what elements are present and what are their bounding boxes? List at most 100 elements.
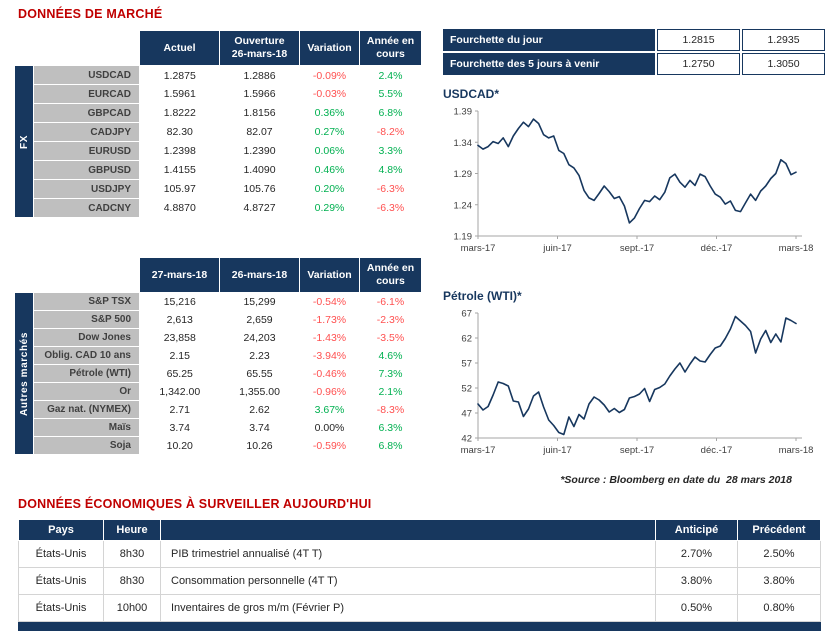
- table-footer-bar: [18, 621, 821, 631]
- range-table-body: Fourchette du jour 1.2815 1.2935 Fourchette…: [443, 29, 825, 75]
- day2-value: 65.55: [219, 364, 300, 383]
- anticipated-cell: 3.80%: [655, 567, 738, 595]
- econ-header-country: Pays: [18, 519, 104, 541]
- y-tick-label: 1.39: [454, 107, 473, 118]
- row-label: Oblig. CAD 10 ans: [33, 346, 140, 366]
- country-cell: États-Unis: [18, 567, 104, 595]
- ytd-value: -8.2%: [359, 122, 422, 142]
- ytd-value: -2.3%: [359, 310, 422, 329]
- wti-chart-title: Pétrole (WTI)*: [443, 289, 522, 303]
- variation-value: -0.54%: [299, 292, 360, 311]
- table-row: Fourchette du jour 1.2815 1.2935: [443, 29, 825, 51]
- x-tick-label: mars-18: [779, 243, 814, 254]
- event-cell: Inventaires de gros m/m (Février P): [160, 594, 656, 622]
- table-row: GBPUSD 1.4155 1.4090 0.46% 4.8%: [15, 160, 422, 181]
- y-tick-label: 1.24: [454, 200, 473, 211]
- markets-header-ytd: Année en cours: [359, 256, 422, 294]
- anticipated-cell: 0.50%: [655, 594, 738, 622]
- row-label: USDCAD: [33, 65, 140, 86]
- table-row: EURCAD 1.5961 1.5966 -0.03% 5.5%: [15, 84, 422, 105]
- variation-value: 0.36%: [299, 103, 360, 123]
- econ-table-footer: [18, 621, 821, 631]
- table-row: Or 1,342.00 1,355.00 -0.96% 2.1%: [15, 382, 422, 402]
- current-value: 1.5961: [139, 84, 220, 104]
- row-label: EURUSD: [33, 141, 140, 162]
- day2-value: 15,299: [219, 292, 300, 311]
- variation-value: -3.94%: [299, 346, 360, 365]
- markets-header-spacer: [15, 258, 140, 293]
- ytd-value: 6.8%: [359, 436, 422, 455]
- open-value: 82.07: [219, 122, 300, 142]
- ytd-value: -6.3%: [359, 198, 422, 218]
- range-low-value: 1.2815: [657, 29, 740, 51]
- previous-cell: 3.80%: [737, 567, 821, 595]
- source-note: *Source : Bloomberg en date du 28 mars 2…: [560, 474, 792, 486]
- side-group-label-text: Autres marchés: [18, 331, 30, 416]
- open-value: 1.8156: [219, 103, 300, 123]
- row-label: GBPUSD: [33, 160, 140, 181]
- time-cell: 8h30: [103, 540, 161, 568]
- side-group-label-text: FX: [18, 134, 30, 149]
- variation-value: 0.27%: [299, 122, 360, 142]
- ytd-value: 2.1%: [359, 382, 422, 401]
- fx-header-open: Ouverture 26-mars-18: [219, 29, 300, 67]
- table-row: États-Unis 8h30 PIB trimestriel annualisé …: [18, 540, 821, 568]
- day2-value: 3.74: [219, 418, 300, 437]
- markets-header-d1: 27-mars-18: [139, 256, 220, 294]
- markets-header-d2: 26-mars-18: [219, 256, 300, 294]
- table-row: CADCNY 4.8870 4.8727 0.29% -6.3%: [15, 198, 422, 219]
- econ-header-row: Pays Heure Anticipé Précédent: [18, 519, 821, 541]
- day2-value: 24,203: [219, 328, 300, 347]
- day1-value: 10.20: [139, 436, 220, 455]
- y-tick-label: 1.19: [454, 232, 473, 243]
- current-value: 1.8222: [139, 103, 220, 123]
- row-label: Soja: [33, 436, 140, 456]
- variation-value: -0.96%: [299, 382, 360, 401]
- row-label: CADJPY: [33, 122, 140, 143]
- table-row: Oblig. CAD 10 ans 2.15 2.23 -3.94% 4.6%: [15, 346, 422, 366]
- day1-value: 2.15: [139, 346, 220, 365]
- current-value: 1.2875: [139, 65, 220, 85]
- variation-value: 0.00%: [299, 418, 360, 437]
- anticipated-cell: 2.70%: [655, 540, 738, 568]
- ytd-value: 2.4%: [359, 65, 422, 85]
- table-row: Maïs 3.74 3.74 0.00% 6.3%: [15, 418, 422, 438]
- current-value: 4.8870: [139, 198, 220, 218]
- y-tick-label: 42: [461, 434, 472, 445]
- variation-value: -1.73%: [299, 310, 360, 329]
- variation-value: 0.29%: [299, 198, 360, 218]
- range-label: Fourchette du jour: [443, 29, 655, 51]
- econ-header-anticipated: Anticipé: [655, 519, 738, 541]
- econ-header-previous: Précédent: [737, 519, 821, 541]
- row-label: EURCAD: [33, 84, 140, 105]
- table-row: Soja 10.20 10.26 -0.59% 6.8%: [15, 436, 422, 456]
- day1-value: 23,858: [139, 328, 220, 347]
- current-value: 1.2398: [139, 141, 220, 161]
- variation-value: -1.43%: [299, 328, 360, 347]
- table-row: Gaz nat. (NYMEX) 2.71 2.62 3.67% -8.3%: [15, 400, 422, 420]
- day2-value: 2.23: [219, 346, 300, 365]
- ytd-value: 7.3%: [359, 364, 422, 383]
- y-tick-label: 62: [461, 334, 472, 345]
- open-value: 1.2886: [219, 65, 300, 85]
- x-tick-label: mars-18: [779, 445, 814, 456]
- fx-table-body: FX USDCAD 1.2875 1.2886 -0.09% 2.4% EURCAD 1.59…: [14, 65, 422, 219]
- day2-value: 10.26: [219, 436, 300, 455]
- current-value: 105.97: [139, 179, 220, 199]
- variation-value: 0.06%: [299, 141, 360, 161]
- current-value: 1.4155: [139, 160, 220, 180]
- ytd-value: -8.3%: [359, 400, 422, 419]
- row-label: CADCNY: [33, 198, 140, 219]
- row-label: Gaz nat. (NYMEX): [33, 400, 140, 420]
- open-value: 4.8727: [219, 198, 300, 218]
- usdcad-chart: 1.19 1.24 1.29 1.34 1.39 mars-17 juin-17 sept.-…: [454, 107, 814, 255]
- fx-header-actual: Actuel: [139, 29, 220, 67]
- variation-value: -0.46%: [299, 364, 360, 383]
- ytd-value: -6.1%: [359, 292, 422, 311]
- y-tick-label: 57: [461, 359, 472, 370]
- row-label: S&P TSX: [33, 292, 140, 312]
- day1-value: 15,216: [139, 292, 220, 311]
- row-label: Maïs: [33, 418, 140, 438]
- open-value: 1.4090: [219, 160, 300, 180]
